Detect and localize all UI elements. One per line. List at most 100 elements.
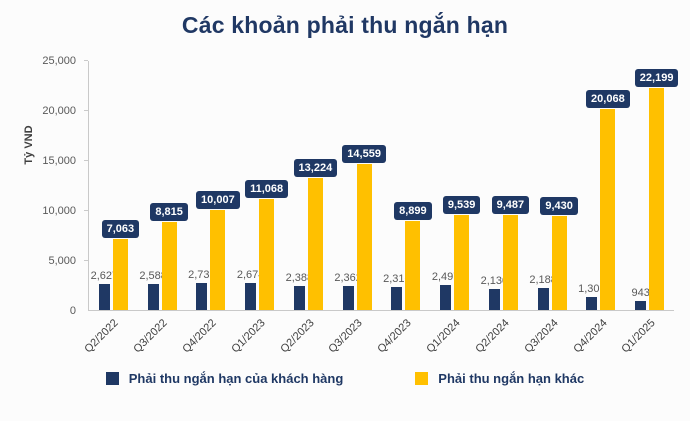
x-tick-label: Q1/2024 [424,317,463,356]
value-label: 2,310 [383,273,411,285]
chart-title: Các khoản phải thu ngắn hạn [181,12,509,38]
bar-stack: 13,224 [293,60,338,310]
value-label: 2,674 [236,269,265,281]
y-tick-mark [84,260,88,261]
y-tick-label: 15,000 [42,155,76,167]
bar-other-receivables [454,215,470,310]
x-tick: Q4/2023 [376,311,430,367]
value-badge: 9,539 [442,196,481,214]
bar-group: 2,388 13,224 [284,60,338,310]
value-badge: 7,063 [101,220,140,238]
bar-other-receivables [649,88,665,310]
x-tick-label: Q2/2022 [82,317,121,356]
x-tick: Q1/2024 [424,311,479,367]
value-label: 1,303 [578,283,606,295]
bar-stack: 9,539 [442,60,481,310]
bar-other-receivables [210,210,226,310]
bar-customer-receivables [488,289,500,310]
bar-customer-receivables [391,287,403,310]
value-badge: 8,899 [394,202,432,220]
value-label: 2,497 [431,271,460,283]
bar-stack: 2,362 [334,60,362,310]
bar-stack: 2,627 [91,60,118,310]
value-label: 2,130 [480,275,509,287]
bar-stack: 2,588 [139,60,167,310]
x-axis: Q2/2022 Q3/2022 Q4/2022 Q1/2023 Q2/2023 Q3/20… [83,311,674,367]
value-label: 2,388 [285,272,314,284]
x-tick-label: Q4/2024 [570,317,610,356]
bar-group: 2,497 9,539 [430,60,481,310]
x-tick: Q1/2025 [620,311,674,367]
legend: Phải thu ngắn hạn của khách hàng Phải thu… [0,371,690,386]
value-badge: 20,068 [586,90,630,108]
bar-stack: 943 [631,60,650,310]
bar-stack: 2,497 [432,60,459,310]
y-axis: Tỷ VND 0 5,000 10,000 15,000 20,000 25,000 [0,55,88,317]
bar-other-receivables [112,239,128,310]
bar-group: 2,627 7,063 [89,60,140,310]
bar-group: 2,588 8,815 [138,60,188,310]
value-badge: 22,199 [634,69,679,87]
x-tick-label: Q3/2024 [522,317,561,356]
legend-item: Phải thu ngắn hạn khác [415,371,584,386]
value-badge: 10,007 [196,191,240,209]
bar-group: 943 22,199 [625,60,679,310]
x-tick: Q3/2024 [522,311,576,367]
value-label: 2,188 [529,274,557,286]
x-tick: Q4/2024 [571,311,625,367]
bar-customer-receivables [293,286,305,310]
chart-body: Tỷ VND 0 5,000 10,000 15,000 20,000 25,000 2,… [0,55,690,317]
value-badge: 9,430 [540,197,578,215]
bar-stack: 8,815 [150,60,188,310]
bar-stack: 7,063 [101,60,140,310]
x-tick-label: Q1/2025 [619,317,659,356]
plot-area: 2,627 7,063 2,588 8,815 2,736 10,007 2,674 11,0… [84,60,679,311]
y-axis-title: Tỷ VND [23,125,35,165]
x-tick: Q3/2022 [131,311,186,367]
value-label: 2,588 [139,270,167,282]
bar-other-receivables [161,222,177,310]
bar-stack: 14,559 [342,60,386,310]
bar-customer-receivables [196,283,208,310]
x-tick-label: Q2/2024 [473,317,512,356]
bar-stack: 2,674 [237,60,264,310]
bar-stack: 20,068 [586,60,630,310]
x-tick-label: Q2/2023 [277,317,317,356]
value-badge: 8,815 [150,203,188,221]
bar-stack: 2,130 [481,60,508,310]
value-badge: 11,068 [245,180,289,198]
bar-stack: 2,188 [529,60,557,310]
bar-stack: 2,388 [286,60,313,310]
x-tick: Q4/2022 [180,311,235,367]
bar-stack: 9,487 [491,60,530,310]
bar-other-receivables [502,215,518,310]
legend-swatch [415,372,429,385]
bar-stack: 11,068 [245,60,289,310]
bar-group: 2,736 10,007 [187,61,240,310]
y-tick-mark [84,110,88,111]
bar-stack: 2,310 [383,60,411,310]
y-tick-label: 5,000 [48,255,76,267]
bar-other-receivables [600,109,616,310]
value-label: 2,362 [334,272,362,284]
x-tick: Q2/2024 [473,311,528,367]
bar-group: 2,362 14,559 [333,60,386,310]
y-tick-label: 10,000 [42,205,76,217]
bar-customer-receivables [635,301,647,310]
x-tick-label: Q4/2022 [180,317,219,356]
x-tick-label: Q3/2023 [326,317,366,356]
x-tick: Q2/2022 [83,311,137,367]
bar-other-receivables [405,221,421,310]
value-badge: 14,559 [342,145,386,163]
bar-group: 1,303 20,068 [577,60,630,310]
x-tick-label: Q1/2023 [229,317,268,356]
legend-item: Phải thu ngắn hạn của khách hàng [105,371,343,386]
bar-customer-receivables [98,284,110,310]
y-tick-mark [84,160,88,161]
bar-customer-receivables [245,283,257,310]
value-label: 943 [631,287,650,299]
value-badge: 13,224 [293,159,338,177]
bar-other-receivables [307,178,323,310]
y-tick-label: 0 [69,305,76,317]
legend-label: Phải thu ngắn hạn khác [438,371,585,386]
